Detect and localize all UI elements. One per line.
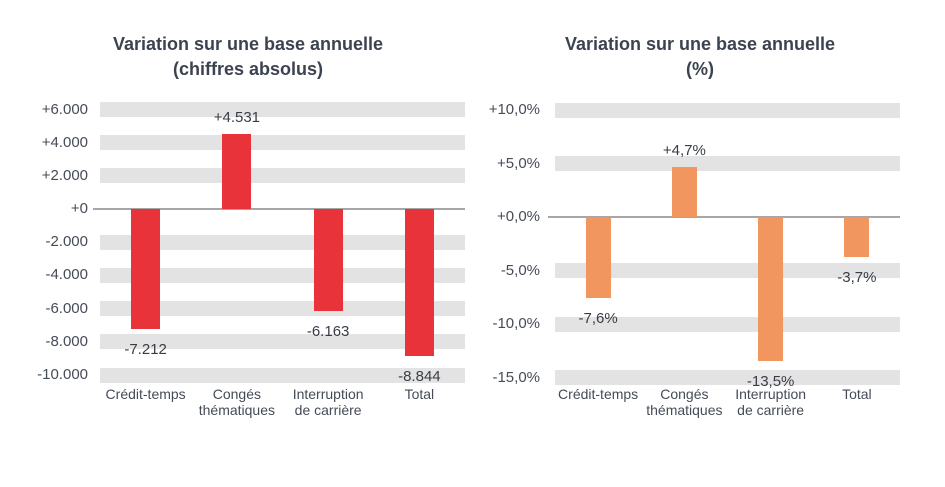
chart-title-absolute: Variation sur une base annuelle (chiffre… [0,32,498,82]
x-category-label-absolute-3: Total [374,386,465,403]
gridline-band-percent [555,316,900,332]
bar-absolute-0 [131,209,161,329]
bar-percent-3 [844,217,870,257]
y-tick-label-percent: +10,0% [488,101,540,118]
gridline-band-absolute [100,135,465,151]
gridline-band-percent [555,156,900,171]
bar-absolute-2 [313,209,343,312]
zero-axis-line-absolute [93,208,465,211]
x-category-label-line: Congés [212,386,261,402]
y-tick-label-absolute: -6.000 [45,299,88,317]
x-category-label-line: Total [404,386,435,402]
y-tick-label-absolute: +6.000 [41,100,88,118]
x-category-label-percent-1: Congés thématiques [641,386,727,418]
y-tick-label-absolute: -10.000 [37,366,88,383]
bar-percent-1 [671,166,697,217]
value-label-percent-0: -7,6% [578,310,618,328]
gridline-band-percent [555,102,900,118]
y-tick-label-absolute: +4.000 [41,133,88,151]
x-category-label-line: Crédit-temps [105,386,186,402]
value-label-percent-3: -3,7% [837,268,877,286]
x-category-label-absolute-2: Interruption de carrière [283,386,374,418]
value-label-absolute-3: -8.844 [398,367,441,385]
y-tick-label-absolute: +2.000 [41,166,88,184]
gridline-band-absolute [100,334,465,350]
value-label-percent-1: +4,7% [662,141,706,159]
y-tick-label-percent: -10,0% [492,315,540,332]
gridline-band-percent [555,370,900,385]
y-tick-label-percent: -15,0% [492,368,540,386]
x-category-label-line: de carrière [737,401,805,418]
x-category-label-line: thématiques [198,401,276,418]
chart-title-percent-line2: (%) [686,59,714,79]
x-category-label-line: Congés [660,386,709,402]
y-tick-label-percent: +0,0% [497,208,540,225]
gridline-band-absolute [100,267,465,283]
gridline-band-absolute [100,367,465,383]
chart-title-percent-line1: Variation sur une base annuelle [564,34,836,54]
y-tick-label-absolute: -2.000 [45,233,88,251]
value-label-absolute-0: -7.212 [124,340,167,358]
x-category-label-line: Interruption [292,386,364,402]
x-category-label-line: Total [842,386,872,402]
y-tick-label-percent: +5,0% [497,154,540,172]
bar-absolute-1 [222,133,252,210]
bar-percent-0 [585,217,611,299]
y-tick-label-percent: -5,0% [500,261,540,279]
x-category-label-percent-2: Interruption de carrière [728,386,814,418]
y-tick-label-absolute: +0 [70,200,88,218]
value-label-percent-2: -13,5% [746,373,795,391]
y-tick-label-absolute: -4.000 [45,266,88,284]
gridline-band-absolute [100,168,465,184]
zero-axis-line-percent [548,216,900,218]
x-category-label-line: Crédit-temps [558,386,639,402]
y-tick-label-absolute: -8.000 [45,332,88,350]
x-category-label-percent-0: Crédit-temps [555,386,641,403]
gridline-band-absolute [100,301,465,317]
x-category-label-line: de carrière [294,401,362,418]
x-category-label-absolute-1: Congés thématiques [191,386,282,418]
bar-absolute-3 [404,209,434,356]
x-category-label-line: Interruption [735,386,807,402]
value-label-absolute-1: +4.531 [213,108,261,126]
gridline-band-absolute [100,102,465,117]
x-category-label-absolute-0: Crédit-temps [100,386,191,403]
chart-title-absolute-line1: Variation sur une base annuelle [112,34,384,54]
bar-percent-2 [758,217,784,362]
chart-title-percent: Variation sur une base annuelle (%) [450,32,945,82]
gridline-band-absolute [100,234,465,250]
gridline-band-percent [555,263,900,278]
chart-title-absolute-line2: (chiffres absolus) [172,59,324,79]
x-category-label-percent-3: Total [814,386,900,403]
value-label-absolute-2: -6.163 [306,323,350,341]
x-category-label-line: thématiques [646,401,723,418]
